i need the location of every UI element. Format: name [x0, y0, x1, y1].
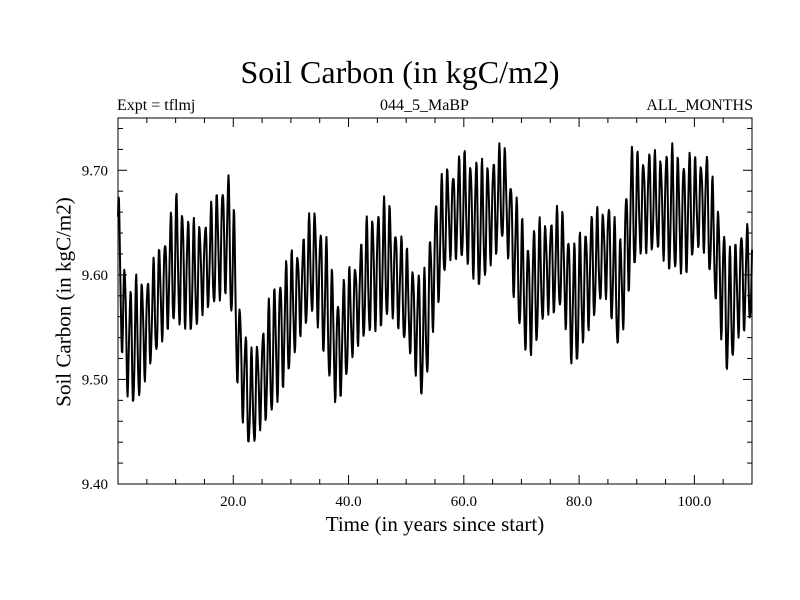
- y-tick-label: 9.60: [82, 268, 108, 284]
- run-label: 044_5_MaBP: [380, 97, 469, 114]
- y-tick-label: 9.40: [82, 477, 108, 493]
- experiment-label: Expt = tflmj: [117, 97, 196, 114]
- ticks-layer: 20.0 40.0 60.0 80.0 100.0 9.40 9.50 9.60 9.70: [82, 118, 752, 510]
- x-tick-label: 40.0: [335, 494, 361, 510]
- x-tick-label: 100.0: [677, 494, 711, 510]
- y-tick-label: 9.50: [82, 372, 108, 388]
- x-axis-label: Time (in years since start): [325, 512, 545, 536]
- x-tick-label: 60.0: [451, 494, 477, 510]
- chart-title: Soil Carbon (in kgC/m2): [240, 54, 560, 90]
- x-tick-label: 20.0: [220, 494, 246, 510]
- months-label: ALL_MONTHS: [646, 97, 753, 114]
- series-line-soil-carbon: [117, 142, 753, 443]
- plot-frame: [117, 117, 753, 485]
- y-tick-label: 9.70: [82, 163, 108, 179]
- x-tick-label: 80.0: [566, 494, 592, 510]
